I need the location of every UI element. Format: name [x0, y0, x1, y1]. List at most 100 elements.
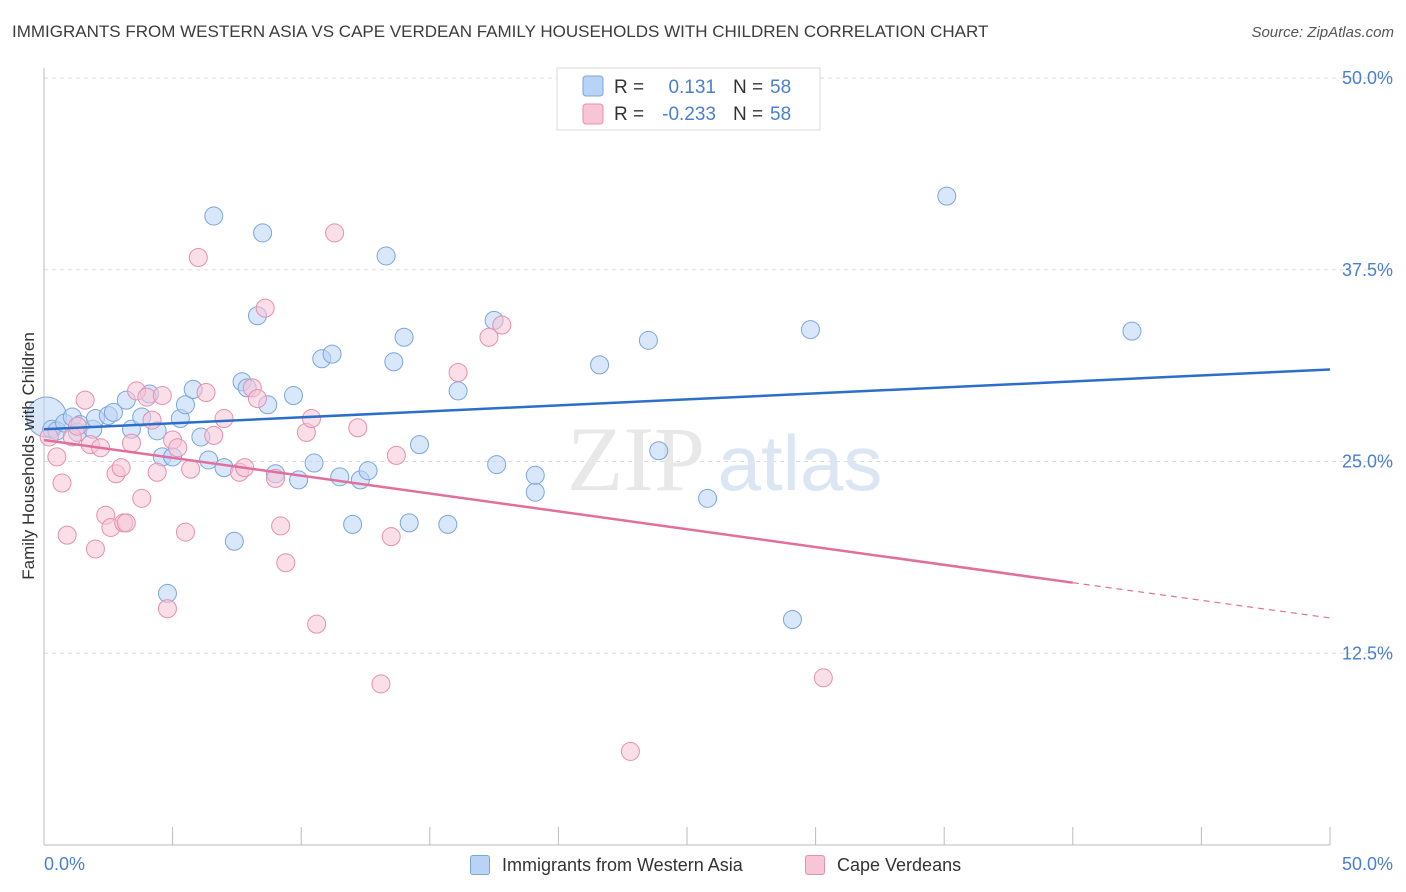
point-cape-verdeans	[255, 298, 275, 318]
point-cape-verdeans	[386, 445, 406, 465]
point-cape-verdeans	[247, 389, 267, 409]
legend-top-blue-swatch	[582, 75, 604, 97]
point-cape-verdeans	[132, 488, 152, 508]
y-tick-label: 50.0%	[1342, 68, 1393, 88]
grid-lines	[44, 77, 1392, 654]
point-western-asia	[399, 513, 419, 533]
legend-r-label-1: R =	[614, 77, 644, 98]
point-cape-verdeans	[152, 386, 172, 406]
point-cape-verdeans	[448, 363, 468, 383]
point-cape-verdeans	[196, 382, 216, 402]
point-western-asia	[410, 435, 430, 455]
point-cape-verdeans	[39, 427, 59, 447]
point-cape-verdeans	[492, 315, 512, 335]
legend-n-value-2: 58	[770, 104, 791, 125]
watermark-atlas: atlas	[718, 419, 883, 507]
point-western-asia	[800, 320, 820, 340]
point-western-asia	[937, 186, 957, 206]
point-western-asia	[322, 344, 342, 364]
point-western-asia	[1122, 321, 1142, 341]
point-western-asia	[343, 514, 363, 534]
trend-line-cape-verdeans-extrapolated	[1072, 582, 1331, 619]
point-cape-verdeans	[271, 516, 291, 536]
point-western-asia	[448, 381, 468, 401]
legend-label-cape-verdeans: Cape Verdeans	[837, 854, 962, 875]
tick-labels: 12.5% 25.0% 37.5% 50.0% 0.0% 50.0%	[44, 68, 1393, 874]
watermark-zip: ZIP	[567, 408, 705, 510]
legend-n-value-1: 58	[770, 77, 791, 98]
legend-item-cape-verdeans: Cape Verdeans	[805, 850, 961, 880]
point-cape-verdeans	[214, 409, 234, 429]
legend-swatch-blue	[470, 855, 490, 875]
point-cape-verdeans	[620, 741, 640, 761]
axes	[43, 68, 1331, 846]
trend-lines	[43, 368, 1331, 619]
legend-r-value-1: 0.131	[668, 77, 716, 98]
point-cape-verdeans	[181, 459, 201, 479]
point-western-asia	[384, 352, 404, 372]
legend-top: R = 0.131 N = 58 R = -0.233 N = 58	[556, 67, 821, 131]
point-cape-verdeans	[813, 668, 833, 688]
point-cape-verdeans	[85, 539, 105, 559]
series-cape-verdeans	[39, 223, 833, 761]
point-western-asia	[590, 355, 610, 375]
point-cape-verdeans	[204, 425, 224, 445]
point-cape-verdeans	[348, 418, 368, 438]
x-tick-label: 0.0%	[44, 854, 85, 874]
point-western-asia	[283, 386, 303, 406]
point-western-asia	[103, 402, 123, 422]
point-cape-verdeans	[307, 614, 327, 634]
point-western-asia	[358, 461, 378, 481]
point-cape-verdeans	[52, 473, 72, 493]
point-western-asia	[438, 514, 458, 534]
point-cape-verdeans	[479, 327, 499, 347]
legend-swatch-pink	[805, 855, 825, 875]
point-cape-verdeans	[188, 247, 208, 267]
legend-n-label-1: N =	[733, 77, 763, 98]
point-cape-verdeans	[276, 553, 296, 573]
y-tick-label: 25.0%	[1342, 452, 1393, 472]
legend-bottom: Immigrants from Western Asia Cape Verdea…	[0, 850, 1406, 880]
chart-title: IMMIGRANTS FROM WESTERN ASIA VS CAPE VER…	[12, 22, 989, 41]
point-western-asia	[649, 441, 669, 461]
legend-r-value-2: -0.233	[662, 104, 716, 125]
point-western-asia	[525, 465, 545, 485]
y-tick-label: 37.5%	[1342, 260, 1393, 280]
point-western-asia	[175, 395, 195, 415]
legend-label-western-asia: Immigrants from Western Asia	[502, 854, 743, 875]
point-western-asia	[394, 327, 414, 347]
point-cape-verdeans	[301, 409, 321, 429]
point-cape-verdeans	[325, 223, 345, 243]
point-western-asia	[487, 455, 507, 475]
x-tick-label: 50.0%	[1342, 854, 1393, 874]
point-western-asia	[204, 206, 224, 226]
point-cape-verdeans	[157, 599, 177, 619]
legend-r-label-2: R =	[614, 104, 644, 125]
watermark: ZIP atlas	[567, 408, 882, 510]
point-cape-verdeans	[121, 433, 141, 453]
point-cape-verdeans	[75, 390, 95, 410]
point-cape-verdeans	[116, 513, 136, 533]
point-cape-verdeans	[57, 525, 77, 545]
point-cape-verdeans	[371, 674, 391, 694]
point-western-asia	[782, 610, 802, 630]
y-axis-label: Family Households with Children	[19, 332, 38, 580]
legend-top-pink-swatch	[582, 103, 604, 125]
point-cape-verdeans	[111, 458, 131, 478]
point-cape-verdeans	[168, 438, 188, 458]
point-cape-verdeans	[142, 410, 162, 430]
point-western-asia	[376, 246, 396, 266]
point-western-asia	[224, 531, 244, 551]
point-western-asia	[698, 488, 718, 508]
point-cape-verdeans	[175, 522, 195, 542]
point-western-asia	[253, 223, 273, 243]
point-western-asia	[304, 453, 324, 473]
point-cape-verdeans	[381, 527, 401, 547]
point-western-asia	[638, 330, 658, 350]
y-tick-label: 12.5%	[1342, 643, 1393, 663]
legend-item-western-asia: Immigrants from Western Asia	[470, 850, 743, 880]
point-cape-verdeans	[47, 447, 67, 467]
trend-line-cape-verdeans	[43, 438, 1073, 584]
point-cape-verdeans	[147, 462, 167, 482]
